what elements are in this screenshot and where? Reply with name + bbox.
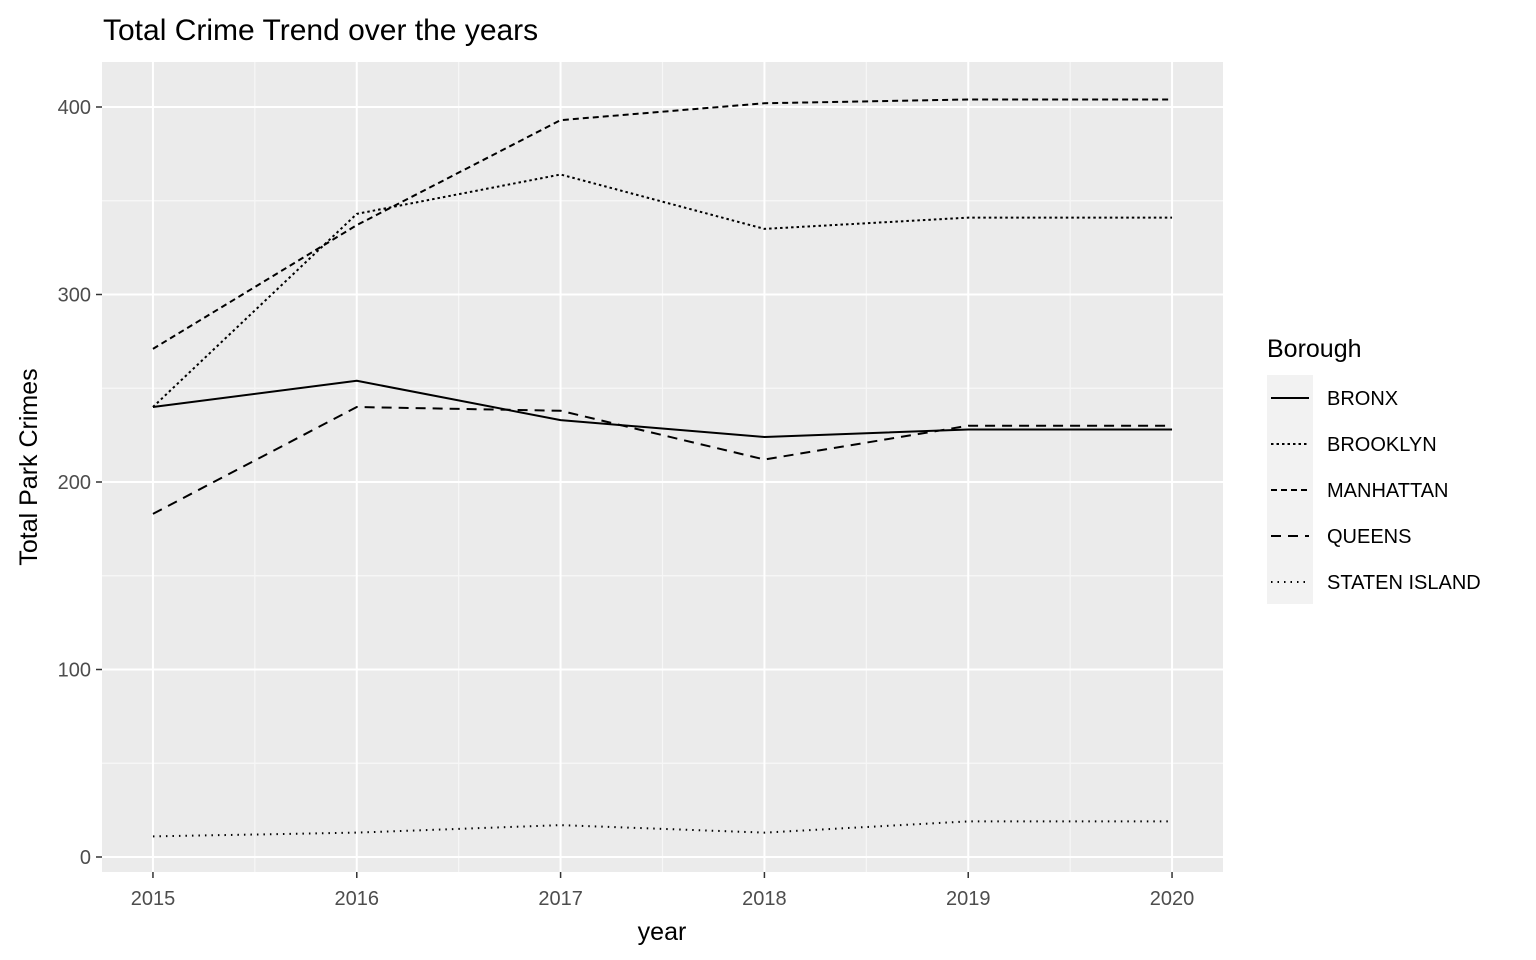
y-tick-label: 400 <box>58 97 91 119</box>
x-tick-label: 2016 <box>335 888 380 910</box>
y-axis: 0 100 200 300 400 <box>58 97 102 869</box>
legend-item-staten-island: STATEN ISLAND <box>1271 572 1481 594</box>
y-tick-label: 300 <box>58 285 91 307</box>
legend-label: QUEENS <box>1327 526 1411 548</box>
series-line-brooklyn <box>152 173 1173 408</box>
y-tick-label: 100 <box>58 660 91 682</box>
legend-item-queens: QUEENS <box>1271 526 1411 548</box>
legend-title: Borough <box>1267 335 1362 363</box>
minor-gridlines <box>102 62 1223 872</box>
x-axis-title: year <box>638 918 687 946</box>
legend-label: MANHATTAN <box>1327 480 1448 502</box>
series-line-bronx <box>152 379 1173 438</box>
x-tick-label: 2019 <box>946 888 991 910</box>
x-tick-label: 2015 <box>131 888 176 910</box>
chart-title: Total Crime Trend over the years <box>103 14 538 47</box>
major-gridlines <box>102 62 1223 872</box>
legend-label: BROOKLYN <box>1327 434 1437 456</box>
legend-item-brooklyn: BROOKLYN <box>1271 434 1437 456</box>
legend-label: BRONX <box>1327 388 1398 410</box>
series-lines <box>152 98 1173 838</box>
x-tick-label: 2020 <box>1150 888 1195 910</box>
x-tick-label: 2017 <box>538 888 583 910</box>
legend-item-manhattan: MANHATTAN <box>1271 480 1448 502</box>
legend-items: BRONX BROOKLYN MANHATTAN QUEENS STATEN ISLAN… <box>1271 388 1481 594</box>
x-tick-label: 2018 <box>742 888 787 910</box>
series-line-staten-island <box>152 820 1173 838</box>
series-line-queens <box>152 406 1173 515</box>
y-tick-label: 200 <box>58 472 91 494</box>
y-axis-title: Total Park Crimes <box>15 368 43 565</box>
legend-label: STATEN ISLAND <box>1327 572 1481 594</box>
y-tick-label: 0 <box>80 847 91 869</box>
legend-item-bronx: BRONX <box>1271 388 1398 410</box>
legend: Borough BRONX BROOKLYN MANHATTAN QUEENS STAT… <box>1267 335 1481 604</box>
x-axis: 2015 2016 2017 2018 2019 2020 <box>131 872 1195 910</box>
series-line-manhattan <box>152 98 1173 350</box>
